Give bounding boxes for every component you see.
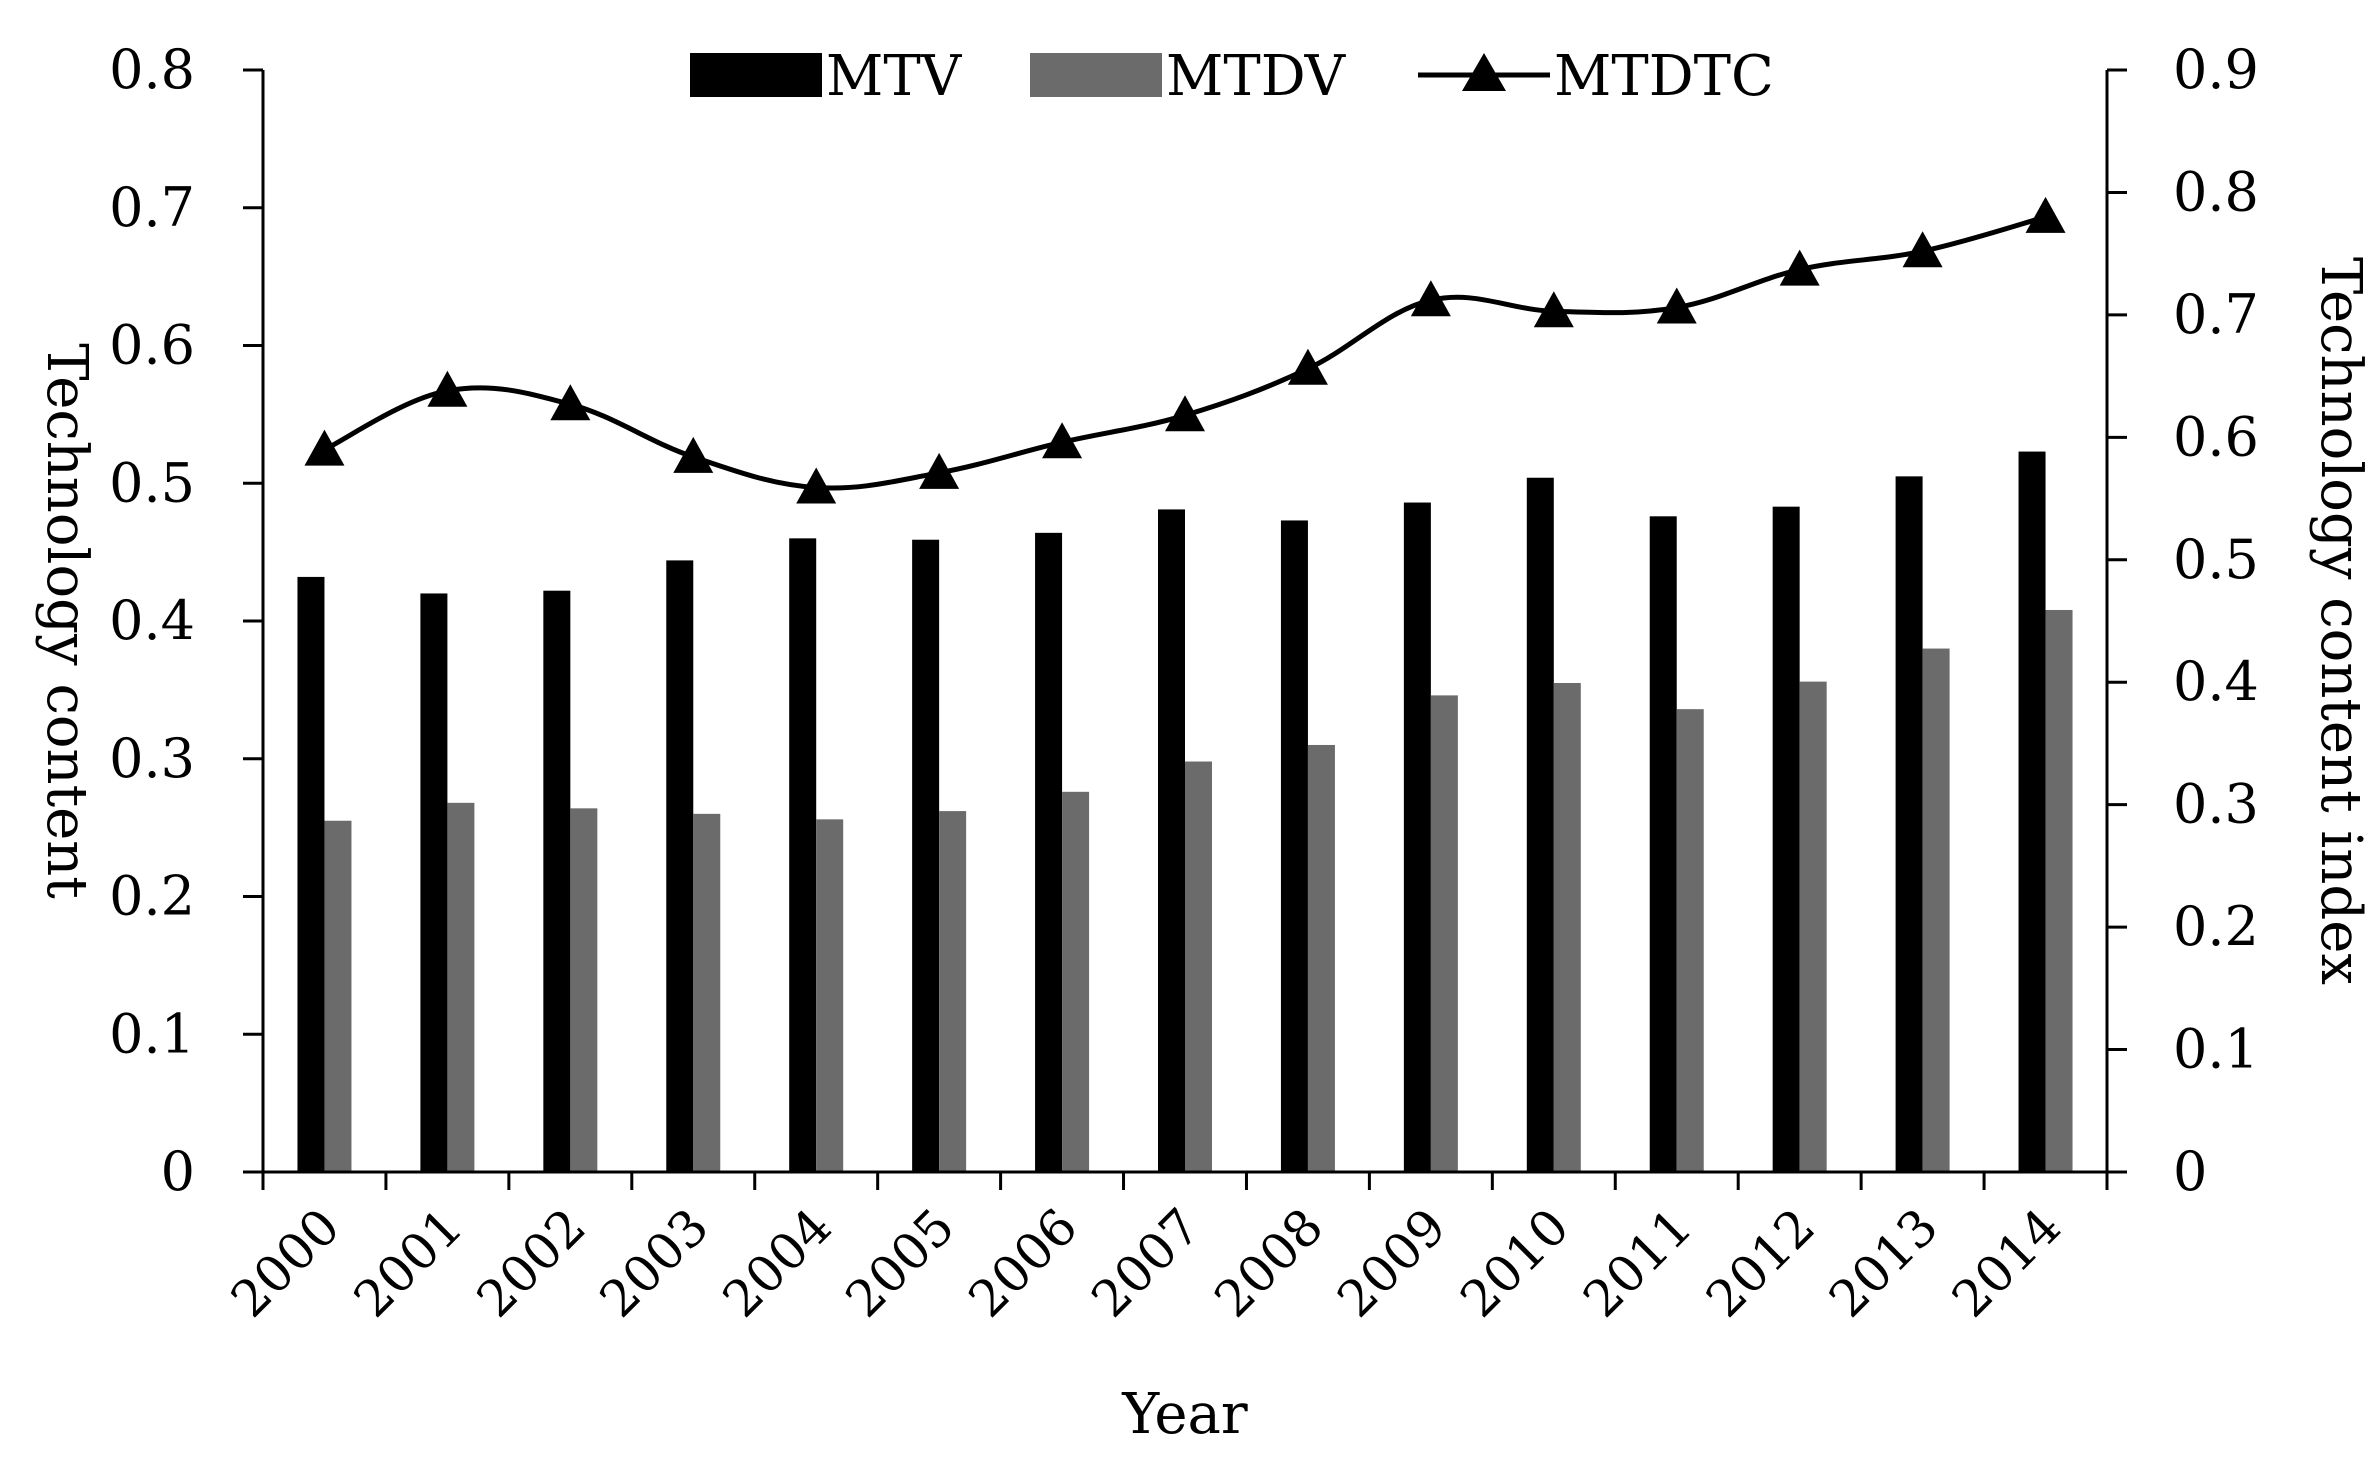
y-tick-label-left: 0	[161, 1140, 195, 1203]
bar-mtv-2006	[1035, 532, 1063, 1172]
marker-mtdtc-2007	[1165, 395, 1205, 432]
bar-mtv-2003	[666, 560, 694, 1172]
bar-mtv-2000	[297, 576, 325, 1172]
x-tick-label: 2002	[466, 1197, 597, 1328]
marker-mtdtc-2004	[796, 467, 837, 504]
bar-mtdv-2000	[324, 820, 352, 1172]
marker-mtdtc-2002	[550, 384, 591, 421]
legend-marker-mtdtc	[1462, 53, 1506, 91]
bar-mtdv-2011	[1676, 709, 1704, 1172]
marker-mtdtc-2014	[2025, 196, 2066, 233]
bar-mtv-2001	[420, 593, 448, 1172]
bar-mtdv-2013	[1922, 648, 1950, 1172]
x-tick-label: 2005	[835, 1197, 966, 1328]
y-tick-label-left: 0.7	[109, 176, 195, 239]
x-tick-label: 2004	[712, 1197, 843, 1328]
legend-swatch-mtv	[690, 53, 822, 97]
bar-mtdv-2001	[447, 802, 475, 1172]
x-tick-label: 2003	[589, 1197, 720, 1328]
marker-mtdtc-2010	[1533, 291, 1574, 328]
y-axis-title-left: Technology content	[34, 343, 99, 899]
y-tick-label-right: 0.3	[2173, 773, 2259, 836]
y-tick-label-right: 0.8	[2173, 160, 2259, 223]
bar-mtdv-2007	[1185, 761, 1212, 1172]
bar-mtdv-2008	[1307, 744, 1335, 1172]
x-tick-label: 2001	[343, 1197, 474, 1328]
y-tick-label-left: 0.6	[109, 314, 195, 377]
bar-mtdv-2006	[1062, 791, 1090, 1172]
y-tick-label-left: 0.2	[109, 865, 195, 928]
x-tick-label: 2007	[1080, 1197, 1211, 1328]
bar-mtv-2011	[1649, 516, 1677, 1172]
y-tick-label-right: 0.6	[2173, 405, 2259, 468]
bar-mtdv-2014	[2045, 609, 2073, 1172]
bar-mtdv-2012	[1799, 681, 1827, 1172]
marker-mtdtc-2012	[1779, 249, 1820, 286]
bar-mtdv-2010	[1553, 682, 1581, 1172]
x-tick-label: 2014	[1941, 1197, 2072, 1328]
marker-mtdtc-2008	[1287, 348, 1328, 385]
bar-mtdv-2002	[570, 808, 598, 1172]
y-tick-label-left: 0.5	[109, 451, 195, 514]
x-tick-label: 2000	[220, 1197, 351, 1328]
marker-mtdtc-2001	[427, 370, 468, 407]
y-tick-label-right: 0.7	[2173, 283, 2259, 346]
bar-mtv-2002	[543, 590, 571, 1172]
marker-mtdtc-2009	[1410, 280, 1451, 317]
x-tick-label: 2012	[1695, 1197, 1826, 1328]
x-axis-title: Year	[1121, 1382, 1248, 1447]
bar-mtdv-2003	[693, 813, 721, 1172]
legend-swatch-mtdv	[1030, 53, 1162, 97]
marker-mtdtc-2003	[673, 436, 714, 473]
x-tick-label: 2011	[1572, 1197, 1703, 1328]
bar-mtv-2014	[2018, 451, 2046, 1172]
marker-mtdtc-2005	[919, 452, 960, 489]
legend-label-mtdtc: MTDTC	[1554, 44, 1774, 109]
y-tick-label-right: 0.5	[2173, 528, 2259, 591]
x-tick-label: 2010	[1449, 1197, 1580, 1328]
y-tick-label-right: 0.9	[2173, 38, 2259, 101]
y-tick-label-right: 0	[2173, 1140, 2207, 1203]
bar-mtv-2008	[1280, 520, 1308, 1172]
marker-mtdtc-2011	[1656, 287, 1697, 324]
line-mtdtc	[323, 214, 2047, 491]
y-axis-title-right: Technology content index	[2308, 257, 2373, 985]
y-tick-label-left: 0.4	[109, 589, 195, 652]
y-tick-label-left: 0.8	[109, 38, 195, 101]
legend-label-mtv: MTV	[826, 44, 963, 109]
bar-mtdv-2005	[939, 811, 967, 1172]
bar-mtv-2007	[1158, 509, 1185, 1172]
x-tick-label: 2006	[958, 1197, 1089, 1328]
x-tick-label: 2008	[1203, 1197, 1334, 1328]
bar-mtv-2009	[1403, 502, 1431, 1172]
y-tick-label-right: 0.4	[2173, 650, 2259, 713]
marker-mtdtc-2006	[1042, 422, 1083, 459]
bar-mtv-2005	[912, 539, 940, 1172]
legend-label-mtdv: MTDV	[1166, 44, 1347, 109]
marker-mtdtc-2000	[304, 429, 345, 466]
bar-mtv-2004	[789, 538, 817, 1172]
y-tick-label-right: 0.1	[2173, 1018, 2259, 1081]
bar-mtdv-2009	[1430, 695, 1458, 1172]
y-tick-label-left: 0.3	[109, 727, 195, 790]
y-tick-label-right: 0.2	[2173, 895, 2259, 958]
y-tick-label-left: 0.1	[109, 1002, 195, 1065]
marker-mtdtc-2013	[1902, 231, 1943, 268]
bar-mtv-2013	[1895, 476, 1923, 1172]
x-tick-label: 2013	[1818, 1197, 1949, 1328]
bar-mtv-2010	[1526, 477, 1554, 1172]
bar-mtdv-2004	[816, 819, 844, 1172]
bar-mtv-2012	[1772, 506, 1800, 1173]
x-tick-label: 2009	[1326, 1197, 1457, 1328]
